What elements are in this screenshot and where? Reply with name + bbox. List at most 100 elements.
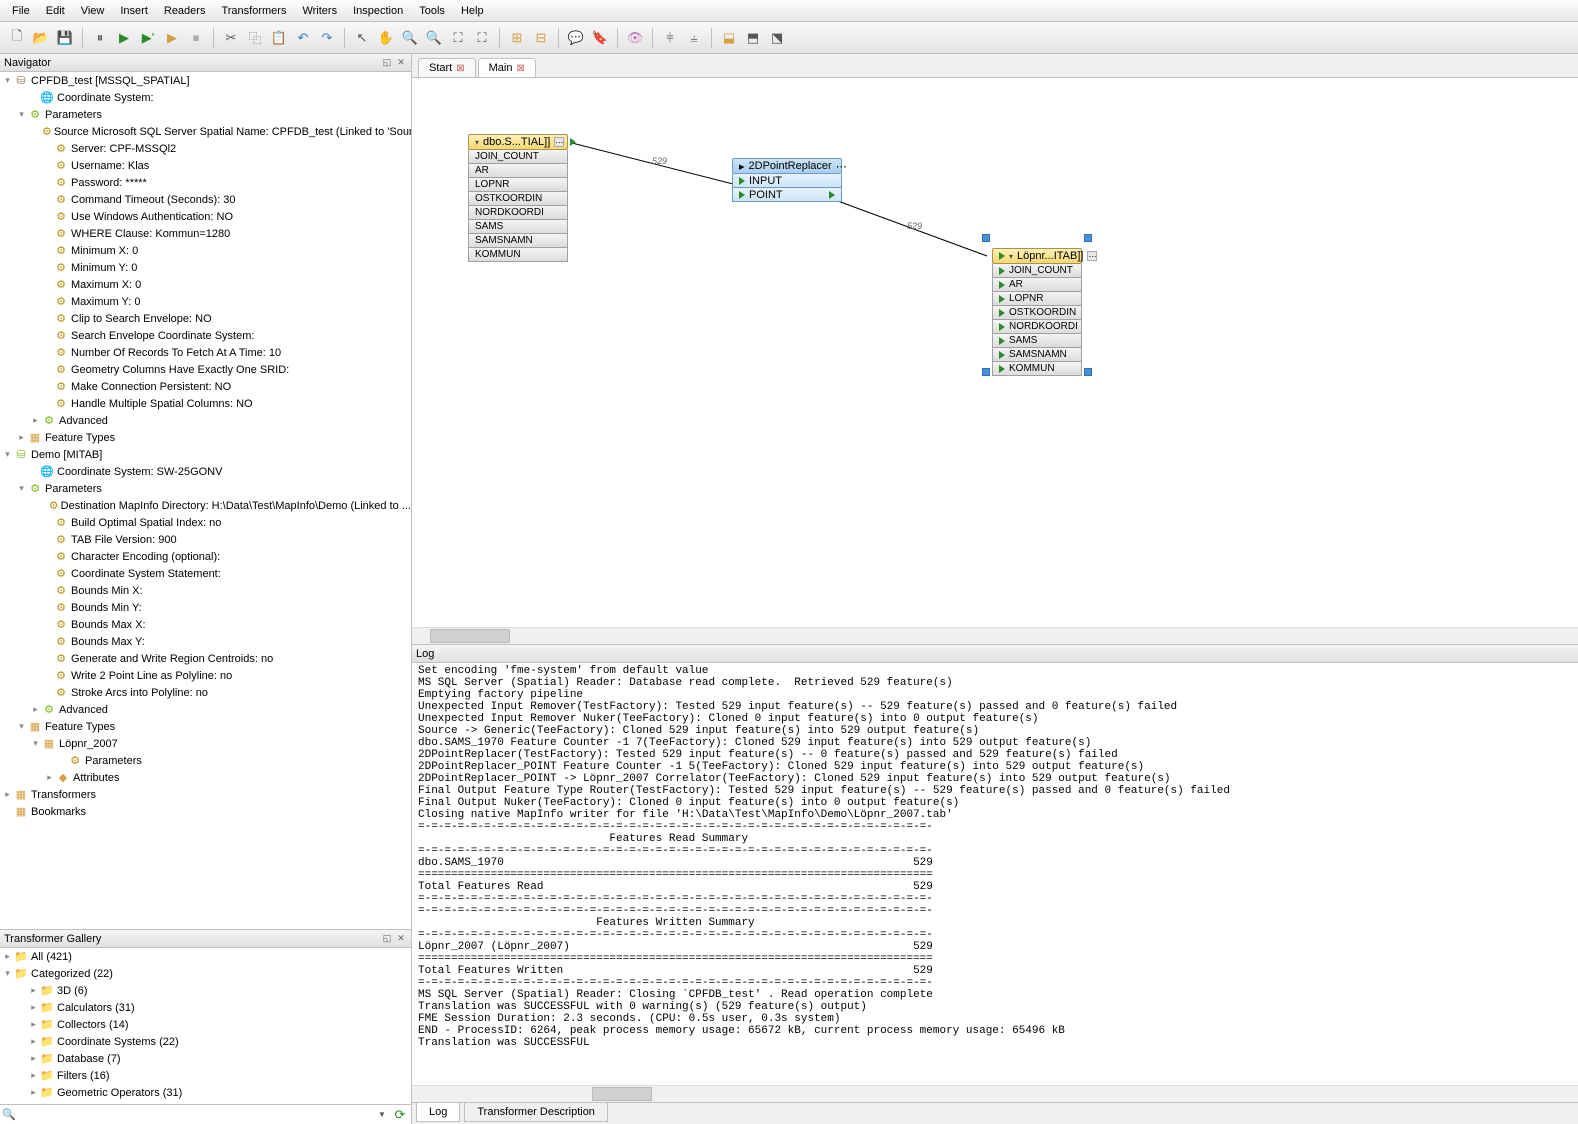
menu-file[interactable]: File [4,2,38,20]
gallery-item[interactable]: ▸📁Filters (16) [0,1068,411,1083]
pause-icon[interactable]: ⏸ [89,27,111,49]
ds-add-icon[interactable]: ⊞ [506,27,528,49]
menubar[interactable]: FileEditViewInsertReadersTransformersWri… [0,0,1578,22]
dest-node[interactable]: ▾Löpnr...ITAB]]⋯ JOIN_COUNTARLOPNROSTKOO… [992,248,1082,376]
field-SAMSNAMN[interactable]: SAMSNAMN [468,234,568,248]
cut-icon[interactable]: ✂ [220,27,242,49]
nav-param[interactable]: ⚙WHERE Clause: Kommun=1280 [0,226,411,241]
nav-param[interactable]: ⚙Stroke Arcs into Polyline: no [0,685,411,700]
node-props-icon[interactable]: ⋯ [1087,251,1097,261]
search-input[interactable] [18,1107,373,1123]
menu-edit[interactable]: Edit [38,2,73,20]
nav-param[interactable]: ⚙TAB File Version: 900 [0,532,411,547]
nav-feature-types[interactable]: ▾▦Feature Types [0,719,411,734]
log-hscroll[interactable] [412,1085,1578,1102]
field-KOMMUN[interactable]: KOMMUN [468,248,568,262]
gallery-categorized[interactable]: ▾📁Categorized (22) [0,966,411,981]
ds-open-icon[interactable]: ⊟ [530,27,552,49]
run-to-icon[interactable]: ▶ [161,27,183,49]
nav-ft-item[interactable]: ▾▦Löpnr_2007 [0,736,411,751]
nav-feature-types[interactable]: ▸▦Feature Types [0,430,411,445]
nav-param[interactable]: ⚙Build Optimal Spatial Index: no [0,515,411,530]
zoom-out-icon[interactable]: 🔍 [423,27,445,49]
new-icon[interactable]: 🗋 [6,27,28,49]
open-icon[interactable]: 📂 [30,27,52,49]
field-AR[interactable]: AR [468,164,568,178]
nav-reader[interactable]: ▾⛁CPFDB_test [MSSQL_SPATIAL] [0,73,411,88]
nav-advanced[interactable]: ▸⚙Advanced [0,413,411,428]
nav-param[interactable]: ⚙Maximum X: 0 [0,277,411,292]
field-JOIN_COUNT[interactable]: JOIN_COUNT [992,264,1082,278]
field-AR[interactable]: AR [992,278,1082,292]
gallery-item[interactable]: ▸📁Coordinate Systems (22) [0,1034,411,1049]
undo-icon[interactable]: ↶ [292,27,314,49]
node-props-icon[interactable]: ⋯ [554,137,564,147]
select-icon[interactable]: ↖ [351,27,373,49]
gallery-item[interactable]: ▸📁3D (6) [0,983,411,998]
nav-param[interactable]: ⚙Clip to Search Envelope: NO [0,311,411,326]
transformer-node[interactable]: ▸2DPointReplacer⋯ INPUT POINT [732,158,842,202]
align-h-icon[interactable]: ⫩ [659,27,681,49]
nav-param[interactable]: ⚙Username: Klas [0,158,411,173]
copy-icon[interactable]: ⿻ [244,27,266,49]
gallery-item[interactable]: ▸📁Geometric Operators (31) [0,1085,411,1100]
nav-bookmarks[interactable]: ▦Bookmarks [0,804,411,819]
paste-icon[interactable]: 📋 [268,27,290,49]
canvas-hscroll[interactable] [412,627,1578,644]
tab-start[interactable]: Start⊠ [418,58,476,77]
nav-coord[interactable]: 🌐Coordinate System: [0,90,411,105]
undock-icon[interactable]: ◱ [381,933,393,945]
nav-param[interactable]: ⚙Source Microsoft SQL Server Spatial Nam… [0,124,411,139]
nav-param[interactable]: ⚙Number Of Records To Fetch At A Time: 1… [0,345,411,360]
pan-icon[interactable]: ✋ [375,27,397,49]
field-NORDKOORDI[interactable]: NORDKOORDI [992,320,1082,334]
menu-writers[interactable]: Writers [294,2,345,20]
close-icon[interactable]: ⊠ [516,63,524,74]
nav-params[interactable]: ▾⚙Parameters [0,481,411,496]
gallery-item[interactable]: ▸📁Calculators (31) [0,1000,411,1015]
nav-param[interactable]: ⚙Character Encoding (optional): [0,549,411,564]
close-icon[interactable]: ⊠ [456,63,464,74]
nav-param[interactable]: ⚙Password: ***** [0,175,411,190]
gallery-item[interactable]: ▸📁Collectors (14) [0,1017,411,1032]
align-v-icon[interactable]: ⫨ [683,27,705,49]
field-SAMSNAMN[interactable]: SAMSNAMN [992,348,1082,362]
nav-ft-attrs[interactable]: ▸◆Attributes [0,770,411,785]
field-SAMS[interactable]: SAMS [468,220,568,234]
canvas[interactable]: 529 529 ▾dbo.S...TIAL]]⋯ JOIN_COUNTARLOP… [412,78,1578,627]
node-props-icon[interactable]: ⋯ [836,160,847,173]
field-JOIN_COUNT[interactable]: JOIN_COUNT [468,150,568,164]
dropdown-icon[interactable]: ▼ [375,1104,389,1124]
tool-b-icon[interactable]: ⬔ [766,27,788,49]
nav-coord[interactable]: 🌐Coordinate System: SW-25GONV [0,464,411,479]
inspect-icon[interactable]: 👁 [624,27,646,49]
nav-param[interactable]: ⚙Generate and Write Region Centroids: no [0,651,411,666]
close-icon[interactable]: ✕ [395,57,407,69]
refresh-icon[interactable]: ⟳ [391,1104,409,1124]
zoom-in-icon[interactable]: 🔍 [399,27,421,49]
nav-param[interactable]: ⚙Command Timeout (Seconds): 30 [0,192,411,207]
redo-icon[interactable]: ↷ [316,27,338,49]
nav-param[interactable]: ⚙Minimum X: 0 [0,243,411,258]
zoom-fit-icon[interactable]: ⛶ [447,27,469,49]
undock-icon[interactable]: ◱ [381,57,393,69]
nav-param[interactable]: ⚙Bounds Max Y: [0,634,411,649]
run-icon[interactable]: ▶ [113,27,135,49]
source-node[interactable]: ▾dbo.S...TIAL]]⋯ JOIN_COUNTARLOPNROSTKOO… [468,134,568,262]
field-LOPNR[interactable]: LOPNR [468,178,568,192]
field-KOMMUN[interactable]: KOMMUN [992,362,1082,376]
close-icon[interactable]: ✕ [395,933,407,945]
nav-param[interactable]: ⚙Coordinate System Statement: [0,566,411,581]
stop-icon[interactable]: ⏹ [185,27,207,49]
nav-param[interactable]: ⚙Destination MapInfo Directory: H:\Data\… [0,498,411,513]
menu-tools[interactable]: Tools [411,2,453,20]
save-icon[interactable]: 💾 [54,27,76,49]
nav-param[interactable]: ⚙Bounds Min Y: [0,600,411,615]
nav-param[interactable]: ⚙Make Connection Persistent: NO [0,379,411,394]
menu-insert[interactable]: Insert [112,2,156,20]
annotation-icon[interactable]: 💬 [565,27,587,49]
nav-param[interactable]: ⚙Search Envelope Coordinate System: [0,328,411,343]
tab-log[interactable]: Log [416,1103,460,1122]
menu-transformers[interactable]: Transformers [213,2,294,20]
zoom-sel-icon[interactable]: ⛶ [471,27,493,49]
